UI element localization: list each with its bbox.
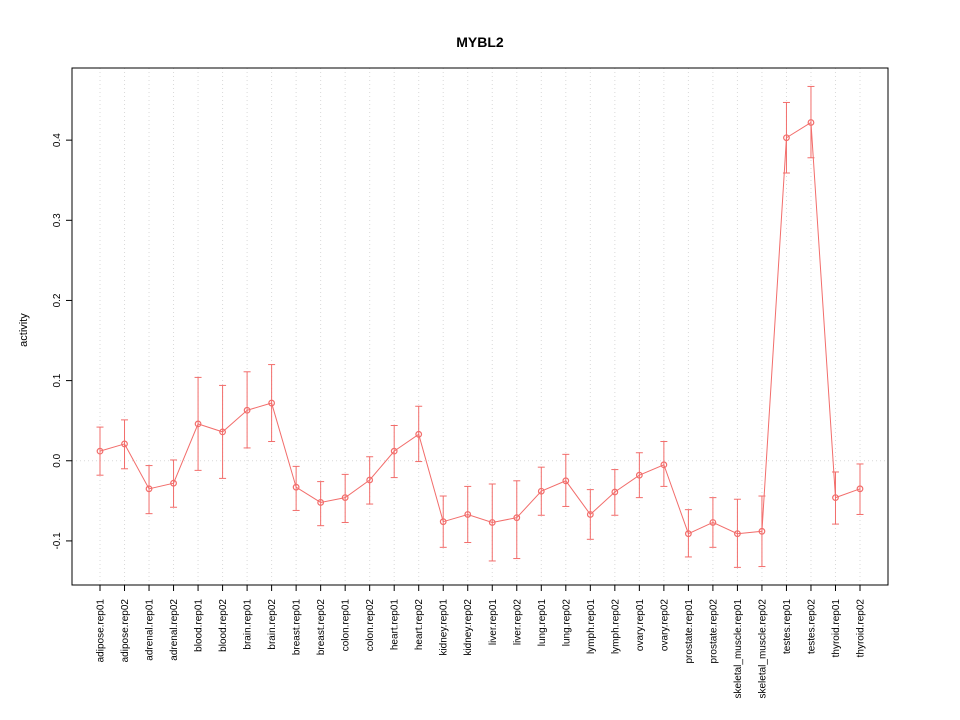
data-point (709, 519, 717, 526)
data-point (758, 527, 766, 535)
plot-area: -0.1 0.0 0.1 0.2 0.3 0.4 adipose.rep01 adipose.… (52, 67, 889, 699)
data-point (145, 485, 153, 493)
data-point (635, 471, 643, 479)
plot-border (71, 67, 889, 586)
x-tick-label: brain.rep01 (243, 599, 254, 650)
x-tick-label: breast.rep01 (292, 599, 303, 656)
x-tick-label: thyroid.rep01 (831, 599, 842, 658)
data-point (194, 420, 202, 428)
data-point (341, 494, 349, 502)
x-tick-label: colon.rep02 (365, 599, 376, 652)
y-tick-label: 0.4 (52, 133, 63, 147)
x-tick-label: lung.rep02 (561, 599, 572, 647)
x-tick-label: prostate.rep02 (708, 599, 719, 664)
x-tick-label: adrenal.rep02 (169, 599, 180, 661)
data-point (243, 406, 251, 414)
data-point (292, 483, 300, 491)
data-point (268, 399, 276, 407)
x-tick-label: skeletal_muscle.rep02 (757, 599, 768, 699)
x-tick-label: prostate.rep01 (684, 599, 695, 664)
x-tick-label: kidney.rep02 (463, 599, 474, 656)
data-point (537, 487, 545, 495)
x-tick-label: adrenal.rep01 (145, 599, 156, 661)
x-tick-label: adipose.rep01 (96, 599, 107, 663)
x-tick-label: ovary.rep01 (635, 599, 646, 652)
data-point (317, 499, 325, 506)
x-tick-label: lung.rep01 (537, 599, 548, 647)
x-tick-label: kidney.rep01 (439, 599, 450, 656)
data-point (488, 519, 496, 526)
y-tick-label: 0.0 (52, 453, 63, 467)
y-tick-label: 0.2 (52, 293, 63, 307)
data-point (856, 485, 864, 493)
series-line (99, 121, 861, 535)
x-tick-label: skeletal_muscle.rep01 (733, 599, 744, 699)
y-tick-label: 0.1 (52, 373, 63, 387)
x-tick-label: thyroid.rep02 (856, 599, 867, 658)
x-tick-label: lymph.rep02 (610, 599, 621, 654)
x-tick-label: blood.rep01 (194, 599, 205, 652)
data-point (439, 518, 447, 526)
data-point (415, 430, 423, 438)
data-point (684, 530, 692, 538)
x-tick-label: heart.rep01 (390, 599, 401, 651)
data-point (390, 447, 398, 455)
x-tick-label: lymph.rep01 (586, 599, 597, 654)
y-tick-label: -0.1 (52, 532, 63, 550)
x-tick-label: breast.rep02 (316, 599, 327, 656)
data-point (464, 511, 472, 518)
x-tick-label: heart.rep02 (414, 599, 425, 651)
y-axis-label: activity (18, 313, 30, 347)
x-tick-label: liver.rep02 (512, 599, 523, 646)
data-point (832, 494, 839, 502)
data-point (366, 476, 374, 484)
x-tick-label: testes.rep01 (782, 599, 793, 654)
data-point (513, 514, 521, 522)
data-point (734, 530, 741, 538)
data-point (170, 479, 177, 487)
data-point (783, 134, 790, 142)
data-point (121, 440, 128, 448)
data-point (562, 477, 570, 485)
chart-title: MYBL2 (456, 34, 504, 50)
x-tick-label: blood.rep02 (218, 599, 229, 652)
x-tick-label: brain.rep02 (267, 599, 278, 650)
data-point (219, 428, 226, 436)
y-tick-label: 0.3 (52, 213, 63, 227)
x-tick-label: adipose.rep02 (120, 599, 131, 663)
data-point (586, 511, 594, 518)
data-point (96, 447, 104, 455)
x-tick-label: colon.rep01 (341, 599, 352, 652)
data-point (807, 119, 815, 126)
x-tick-label: testes.rep02 (806, 599, 817, 654)
data-point (660, 461, 668, 469)
x-tick-label: ovary.rep02 (659, 599, 670, 652)
x-tick-label: liver.rep01 (488, 599, 499, 646)
data-point (611, 488, 619, 496)
